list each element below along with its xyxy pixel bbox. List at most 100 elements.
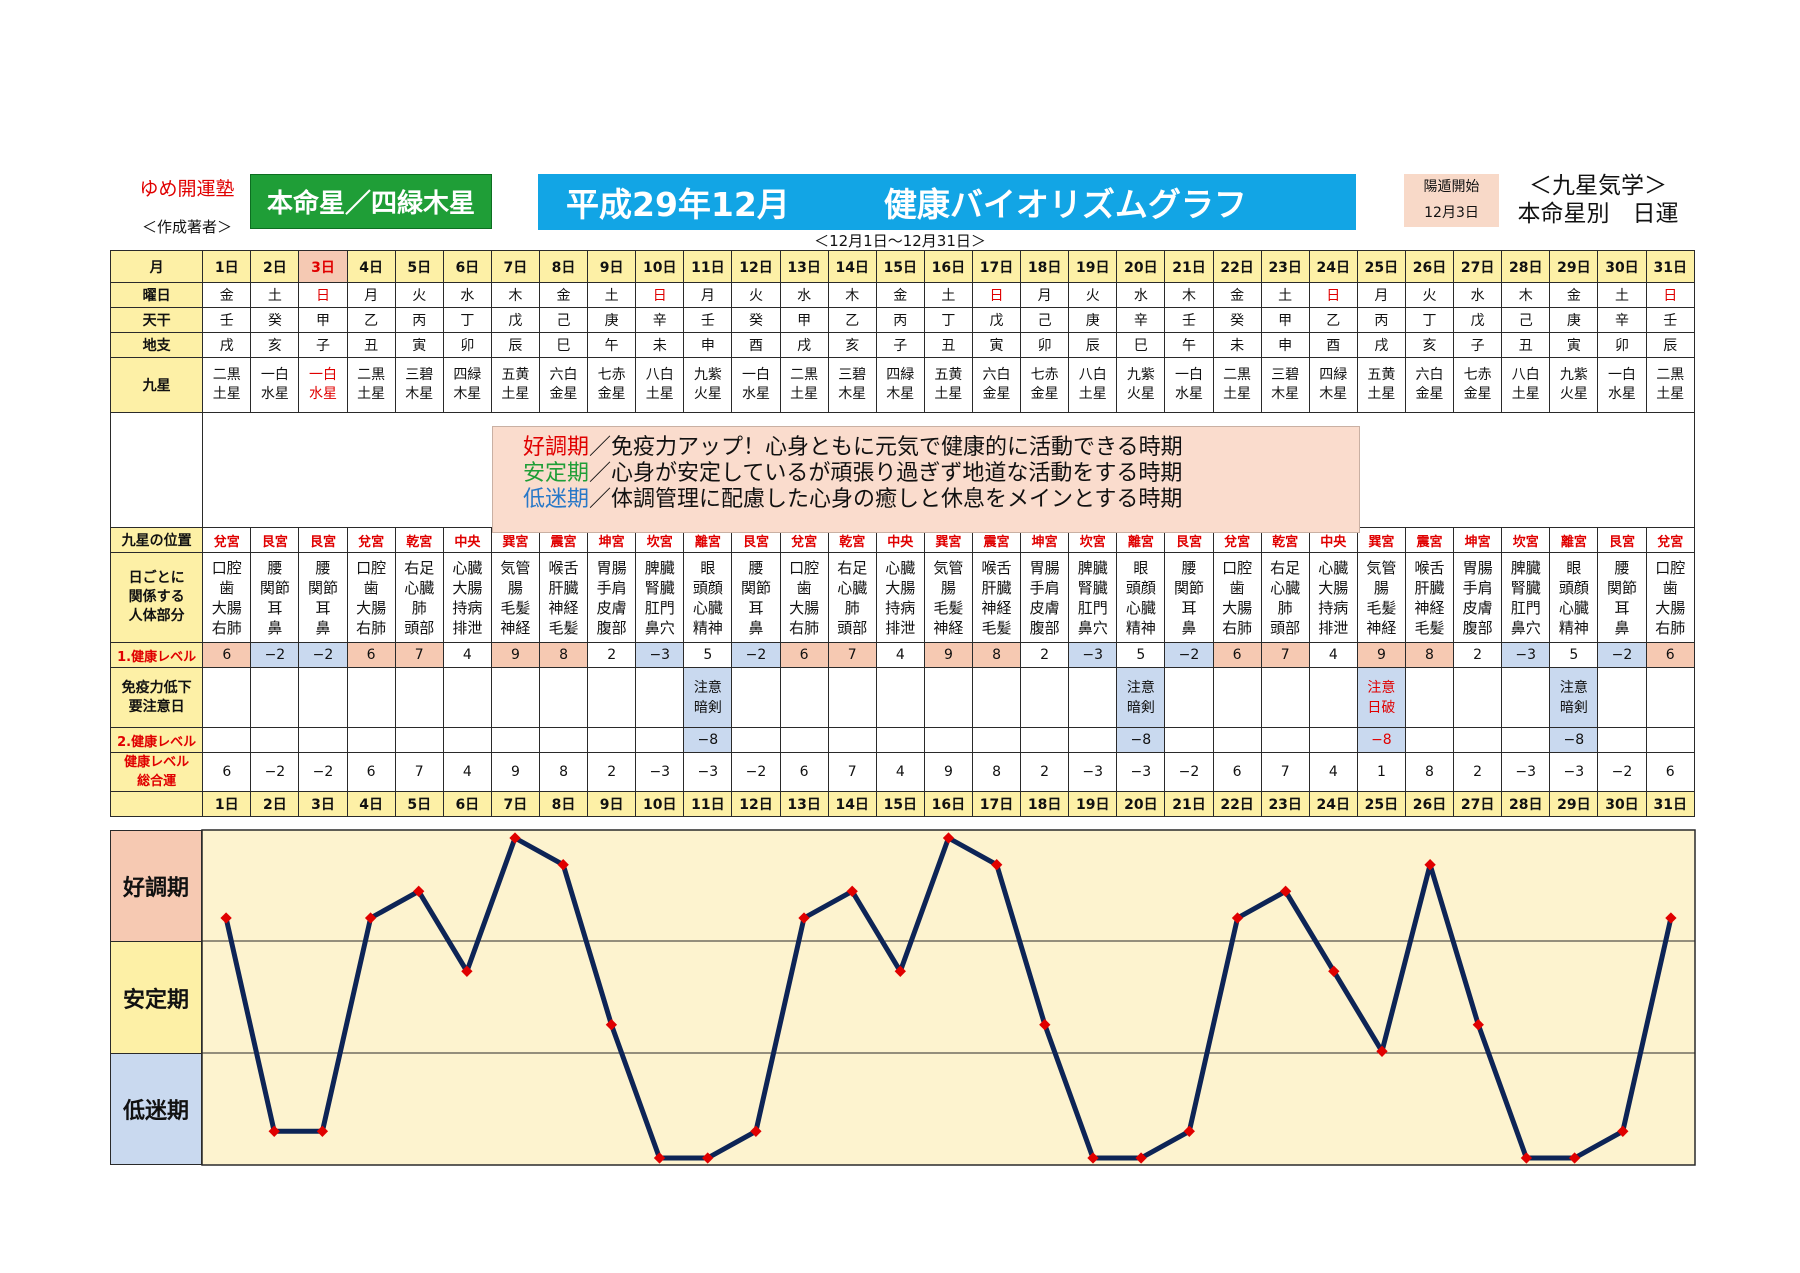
day-footer-cell: 18日 — [1020, 791, 1070, 817]
body-part-cell: 心臓 大腸 持病 排泄 — [442, 552, 492, 643]
level1-cell: −2 — [1164, 642, 1214, 668]
total-label: 健康レベル 総合運 — [109, 752, 204, 792]
day-footer-cell-text: 12日 — [739, 797, 773, 813]
body-part-cell: 口腔歯大腸 右肺 — [779, 552, 829, 643]
body-part-cell-text: 排泄 — [452, 618, 483, 637]
body-part-cell-text: 持病 — [452, 598, 483, 617]
level1-cell-text: 9 — [510, 647, 520, 663]
branch-cell-text: 申 — [700, 338, 715, 354]
total-cell: 7 — [827, 752, 877, 792]
weekday-cell-text: 土 — [1278, 288, 1293, 304]
day-header-text: 29日 — [1557, 259, 1591, 276]
branch-cell: 卯 — [442, 332, 492, 358]
day-header-text: 4日 — [359, 259, 383, 276]
body-part-cell-text: 眼 — [700, 558, 716, 577]
level1-cell: 7 — [827, 642, 877, 668]
caution-cell — [731, 667, 781, 728]
body-part-cell-text: 毛髪 — [500, 598, 531, 617]
body-part-cell-text: 持病 — [885, 598, 916, 617]
level1-cell: 8 — [971, 642, 1022, 668]
data-point — [1617, 1125, 1629, 1137]
stem-cell-text: 壬 — [1181, 313, 1196, 329]
total-cell-text: 4 — [895, 764, 905, 780]
palace-cell: 坤宮 — [1453, 527, 1503, 553]
total-cell-text: 6 — [366, 764, 376, 780]
body-part-cell-text: 関節 — [1606, 578, 1637, 597]
level1-cell: −2 — [250, 642, 300, 668]
total-cell: 1 — [1356, 752, 1406, 792]
day-header-text: 11日 — [691, 259, 725, 276]
legend-low-text: ／体調管理に配慮した心身の癒しと休息をメインとする時期 — [589, 487, 1183, 512]
palace-row: 九星の位置 兌宮 艮宮 艮宮 兌宮 乾宮 中央 巽宮 震宮 坤宮 坎宮 離宮 艮宮 兌宮 乾宮 中央 巽宮 震宮 坤… — [109, 527, 1695, 553]
body-part-cell-text: 気管 — [500, 558, 531, 577]
data-point — [461, 965, 473, 977]
level1-cell-text: 2 — [1040, 647, 1050, 663]
body-part-cell: 脾臓 腎臓 肛門 鼻穴 — [635, 552, 685, 643]
day-header-text: 28日 — [1508, 259, 1543, 276]
level1-cell-text: −2 — [745, 647, 767, 663]
body-part-cell-text: 腹部 — [596, 618, 627, 637]
level1-cell: 9 — [923, 642, 973, 668]
day-header-text: 25日 — [1364, 259, 1399, 276]
day-header-text: 15日 — [883, 259, 918, 276]
day-footer-cell: 1日 — [202, 791, 252, 817]
total-cell-text: 6 — [222, 764, 232, 780]
body-part-cell-text: 鼻穴 — [1077, 618, 1108, 637]
level1-cell-text: −2 — [312, 647, 334, 663]
level2-cell — [1164, 727, 1214, 753]
day-footer-cell: 6日 — [442, 791, 492, 817]
palace-cell-text: 坎宮 — [1079, 534, 1106, 550]
body-part-cell-text: 口腔 — [211, 558, 242, 577]
total-cell-text: −2 — [1611, 764, 1633, 780]
nine-star-cell-text: 金星 — [1030, 386, 1059, 402]
day-footer-cell-text: 25日 — [1364, 797, 1399, 813]
stem-cell: 丙 — [875, 307, 925, 333]
stem-cell: 丙 — [394, 307, 444, 333]
caution-cell — [346, 667, 396, 728]
nine-star-cell: 九紫 火星 — [1549, 357, 1599, 413]
body-part-cell-text: 肝臓 — [981, 578, 1012, 597]
branch-cell-text: 辰 — [508, 338, 523, 354]
nine-star-cell-text: 水星 — [741, 386, 770, 402]
nine-star-cell-text: 二黒 — [790, 367, 819, 383]
branch-label-text: 地支 — [142, 338, 171, 354]
body-part-cell-text: 耳 — [748, 598, 764, 617]
total-cell-text: −3 — [1515, 764, 1537, 780]
nine-star-cell: 九紫 火星 — [683, 357, 733, 413]
level1-label: 1.健康レベル — [109, 642, 204, 668]
body-part-cell-text: 喉舌 — [1414, 558, 1445, 577]
data-point — [702, 1152, 714, 1164]
level1-cell-text: 2 — [1473, 647, 1483, 663]
body-part-cell: 眼頭顔 心臓 精神 — [1116, 552, 1166, 643]
nine-star-cell: 三碧 木星 — [394, 357, 444, 413]
day-header-text: 23日 — [1268, 259, 1302, 276]
stem-cell: 戊 — [971, 307, 1022, 333]
caution-label-text: 免疫力低下 — [121, 679, 192, 696]
total-cell: 4 — [442, 752, 492, 792]
day-footer-cell-text: 11日 — [691, 797, 725, 813]
level2-cell: −8 — [1549, 727, 1599, 753]
weekday-cell: 木 — [827, 282, 877, 308]
total-cell-text: −3 — [1082, 764, 1104, 780]
branch-cell-text: 丑 — [1518, 338, 1533, 354]
level1-cell: 5 — [683, 642, 733, 668]
total-cell: 7 — [1260, 752, 1310, 792]
body-part-cell-text: 右足 — [1270, 558, 1301, 577]
weekday-cell-text: 日 — [1326, 288, 1341, 304]
caution-cell-text: 暗剣 — [1559, 699, 1588, 716]
level2-cell: −8 — [1116, 727, 1166, 753]
body-part-cell: 腰関節耳鼻 — [250, 552, 300, 643]
palace-cell-text: 震宮 — [550, 534, 577, 550]
total-cell: 6 — [202, 752, 252, 792]
weekday-cell-text: 土 — [941, 288, 956, 304]
palace-cell: 坎宮 — [1501, 527, 1551, 553]
level1-cell: 6 — [779, 642, 829, 668]
day-header-text: 12日 — [739, 259, 773, 276]
body-part-cell-text: 腎臓 — [644, 578, 675, 597]
body-part-cell-text: 鼻 — [315, 618, 331, 637]
palace-cell-text: 坎宮 — [646, 534, 673, 550]
caution-cell — [635, 667, 685, 728]
day-header: 19日 — [1068, 250, 1118, 283]
branch-cell: 亥 — [250, 332, 300, 358]
